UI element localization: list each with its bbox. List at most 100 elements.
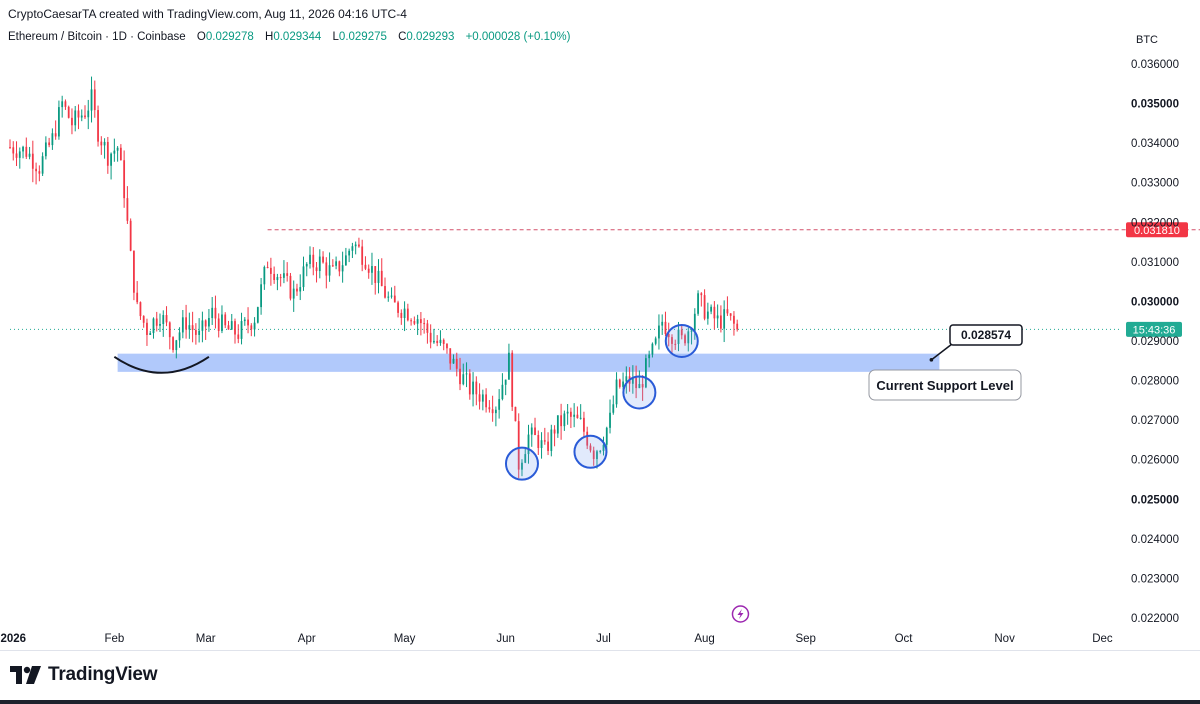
symbol-ohlc-bar: Ethereum / Bitcoin · 1D · Coinbase O0.02… [8, 31, 570, 43]
candle [273, 266, 276, 284]
candle-body-down [511, 352, 514, 407]
candle-body-down [459, 368, 461, 385]
candle-body-down [537, 435, 540, 448]
candle-body-up [318, 256, 321, 272]
candle [553, 425, 556, 447]
candle [674, 339, 677, 350]
candle [292, 280, 295, 312]
candle-body-down [410, 320, 412, 322]
candle-body-up [524, 454, 527, 463]
candle-body-up [351, 246, 354, 251]
candle [609, 399, 611, 434]
candle [494, 406, 497, 427]
candle-body-down [583, 417, 585, 432]
candle [452, 354, 455, 364]
candle [250, 323, 253, 337]
candle-body-down [736, 323, 739, 330]
candle [658, 314, 660, 350]
callout-pointer [930, 343, 953, 361]
time-axis-tick: Dec [1092, 633, 1113, 645]
candle-body-down [426, 323, 429, 333]
high-label: H [265, 31, 274, 43]
candle [312, 247, 315, 276]
candle [400, 309, 403, 325]
candle [547, 432, 549, 456]
candle [472, 372, 474, 407]
candle-body-up [188, 325, 191, 330]
tradingview-logo[interactable]: TradingView [10, 664, 158, 686]
price-axis-tick: 0.034000 [1131, 138, 1179, 150]
candle [446, 343, 448, 354]
candle-body-down [547, 441, 549, 451]
candle [331, 259, 334, 268]
candle [84, 105, 86, 120]
candle [260, 277, 262, 315]
candle-body-down [77, 110, 80, 118]
candle [240, 312, 243, 345]
candle [126, 186, 129, 224]
candle [204, 319, 207, 340]
candle-body-up [631, 377, 634, 384]
candle [612, 395, 615, 415]
candle-body-up [58, 107, 60, 137]
candle-body-down [729, 313, 732, 316]
candle-body-up [658, 325, 660, 339]
candle-body-up [113, 150, 116, 154]
candle [188, 312, 191, 339]
candle-body-up [354, 244, 357, 247]
candle-body-down [168, 322, 171, 338]
candle [198, 318, 201, 343]
candle-body-up [230, 321, 233, 330]
candle [439, 330, 442, 346]
candle [671, 334, 673, 353]
candle-body-up [609, 412, 611, 428]
candle-body-down [165, 315, 168, 323]
candle-body-down [517, 421, 520, 470]
candle [149, 330, 152, 336]
candle [106, 136, 109, 174]
candle [269, 257, 272, 286]
support-zone[interactable] [117, 353, 940, 372]
candle-body-up [501, 384, 504, 400]
price-axis-tick: 0.030000 [1131, 296, 1179, 308]
candle [299, 274, 302, 301]
candle-body-down [119, 147, 122, 161]
candle-body-up [498, 399, 501, 410]
candle [113, 138, 116, 162]
time-axis-tick: Mar [196, 633, 216, 645]
candle [325, 257, 328, 289]
candle-body-down [429, 332, 432, 343]
candle-body-down [38, 171, 41, 174]
candle [589, 443, 592, 453]
candle-body-up [305, 263, 308, 267]
window-bottom-edge [0, 700, 1200, 704]
resistance-price-label: 0.031810 [1134, 225, 1180, 237]
candle-body-up [240, 321, 243, 339]
candle-body-down [576, 414, 579, 419]
close-value: 0.029293 [406, 31, 455, 43]
candle [537, 430, 540, 455]
symbol-name[interactable]: Ethereum / Bitcoin · 1D · Coinbase [8, 31, 186, 43]
candle-body-up [527, 434, 530, 455]
candle [459, 357, 461, 391]
candle-body-down [491, 409, 494, 414]
candle-body-up [439, 339, 442, 344]
candle [508, 343, 510, 380]
candle [654, 336, 657, 346]
candle-body-down [315, 267, 318, 272]
candle-body-up [90, 89, 93, 111]
candle-body-up [644, 358, 647, 388]
candle-body-up [348, 250, 351, 256]
candle [234, 318, 236, 344]
candle [478, 383, 481, 410]
candle [380, 258, 383, 287]
candle-body-down [237, 334, 240, 339]
candle [436, 335, 439, 347]
candle-body-down [393, 295, 396, 303]
candle [178, 327, 181, 348]
candle-body-down [273, 273, 276, 281]
candle [560, 403, 563, 440]
candle-body-down [543, 440, 546, 442]
candle [716, 304, 719, 328]
